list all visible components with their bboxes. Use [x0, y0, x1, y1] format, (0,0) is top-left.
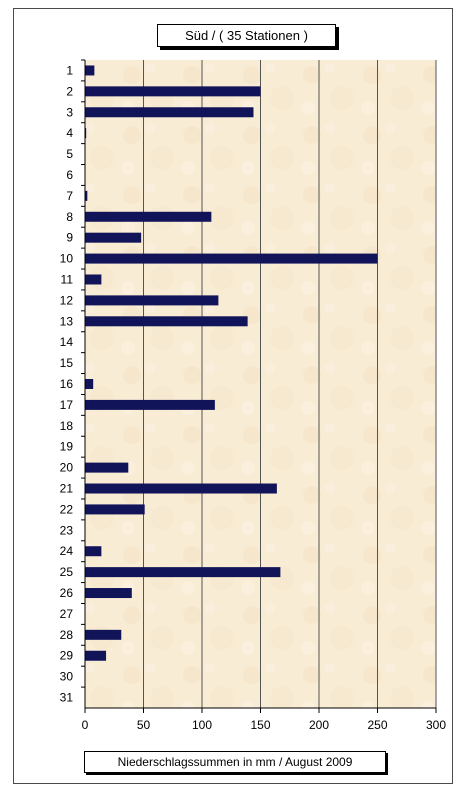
- bar: [85, 128, 87, 139]
- bar: [85, 295, 219, 306]
- x-tick-label: 150: [250, 718, 270, 732]
- x-axis-label: Niederschlagssummen in mm / August 2009: [84, 751, 386, 773]
- y-tick-label: 14: [60, 335, 74, 349]
- y-tick-label: 7: [66, 189, 73, 203]
- y-tick-label: 13: [60, 314, 74, 328]
- bar: [85, 399, 215, 410]
- y-tick-label: 19: [60, 440, 74, 454]
- y-tick-label: 15: [60, 356, 74, 370]
- bar: [85, 316, 248, 327]
- y-tick-label: 28: [60, 628, 74, 642]
- bar: [85, 567, 281, 578]
- y-tick-label: 11: [61, 272, 74, 286]
- bar: [85, 650, 107, 661]
- bar: [85, 107, 254, 118]
- y-tick-label: 24: [60, 544, 74, 558]
- bar: [85, 190, 88, 201]
- y-tick-label: 27: [60, 607, 74, 621]
- y-tick-label: 2: [66, 84, 73, 98]
- y-tick-label: 26: [60, 586, 74, 600]
- bar: [85, 588, 132, 599]
- y-tick-label: 30: [60, 670, 74, 684]
- y-tick-label: 8: [66, 210, 73, 224]
- bar: [85, 504, 145, 515]
- y-tick-label: 5: [66, 147, 73, 161]
- x-tick-label: 0: [82, 718, 89, 732]
- y-tick-label: 22: [60, 502, 74, 516]
- y-tick-label: 1: [66, 63, 73, 77]
- chart-title: Süd / ( 35 Stationen ): [157, 24, 336, 47]
- bar: [85, 86, 261, 97]
- bar: [85, 65, 95, 76]
- y-tick-label: 20: [60, 461, 74, 475]
- bar: [85, 462, 129, 473]
- bar: [85, 232, 142, 243]
- y-tick-label: 29: [60, 649, 74, 663]
- y-tick-label: 12: [60, 293, 74, 307]
- bar: [85, 483, 277, 494]
- x-tick-label: 100: [192, 718, 212, 732]
- bar: [85, 379, 94, 389]
- y-tick-label: 31: [60, 691, 74, 705]
- bar: [85, 253, 378, 264]
- y-tick-label: 21: [60, 482, 74, 496]
- bar: [85, 274, 102, 285]
- x-tick-label: 50: [137, 718, 151, 732]
- y-tick-label: 23: [60, 523, 74, 537]
- y-tick-label: 9: [66, 231, 73, 245]
- bar: [85, 629, 122, 640]
- bar: [85, 546, 102, 557]
- y-tick-label: 6: [66, 168, 73, 182]
- y-tick-label: 4: [66, 126, 73, 140]
- y-tick-label: 3: [66, 105, 73, 119]
- x-tick-label: 250: [367, 718, 387, 732]
- y-tick-label: 17: [60, 398, 74, 412]
- y-tick-label: 16: [60, 377, 74, 391]
- y-tick-label: 25: [60, 565, 74, 579]
- x-tick-label: 200: [309, 718, 329, 732]
- x-tick-label: 300: [426, 718, 446, 732]
- y-tick-label: 10: [60, 252, 74, 266]
- bar: [85, 211, 212, 222]
- y-tick-label: 18: [60, 419, 74, 433]
